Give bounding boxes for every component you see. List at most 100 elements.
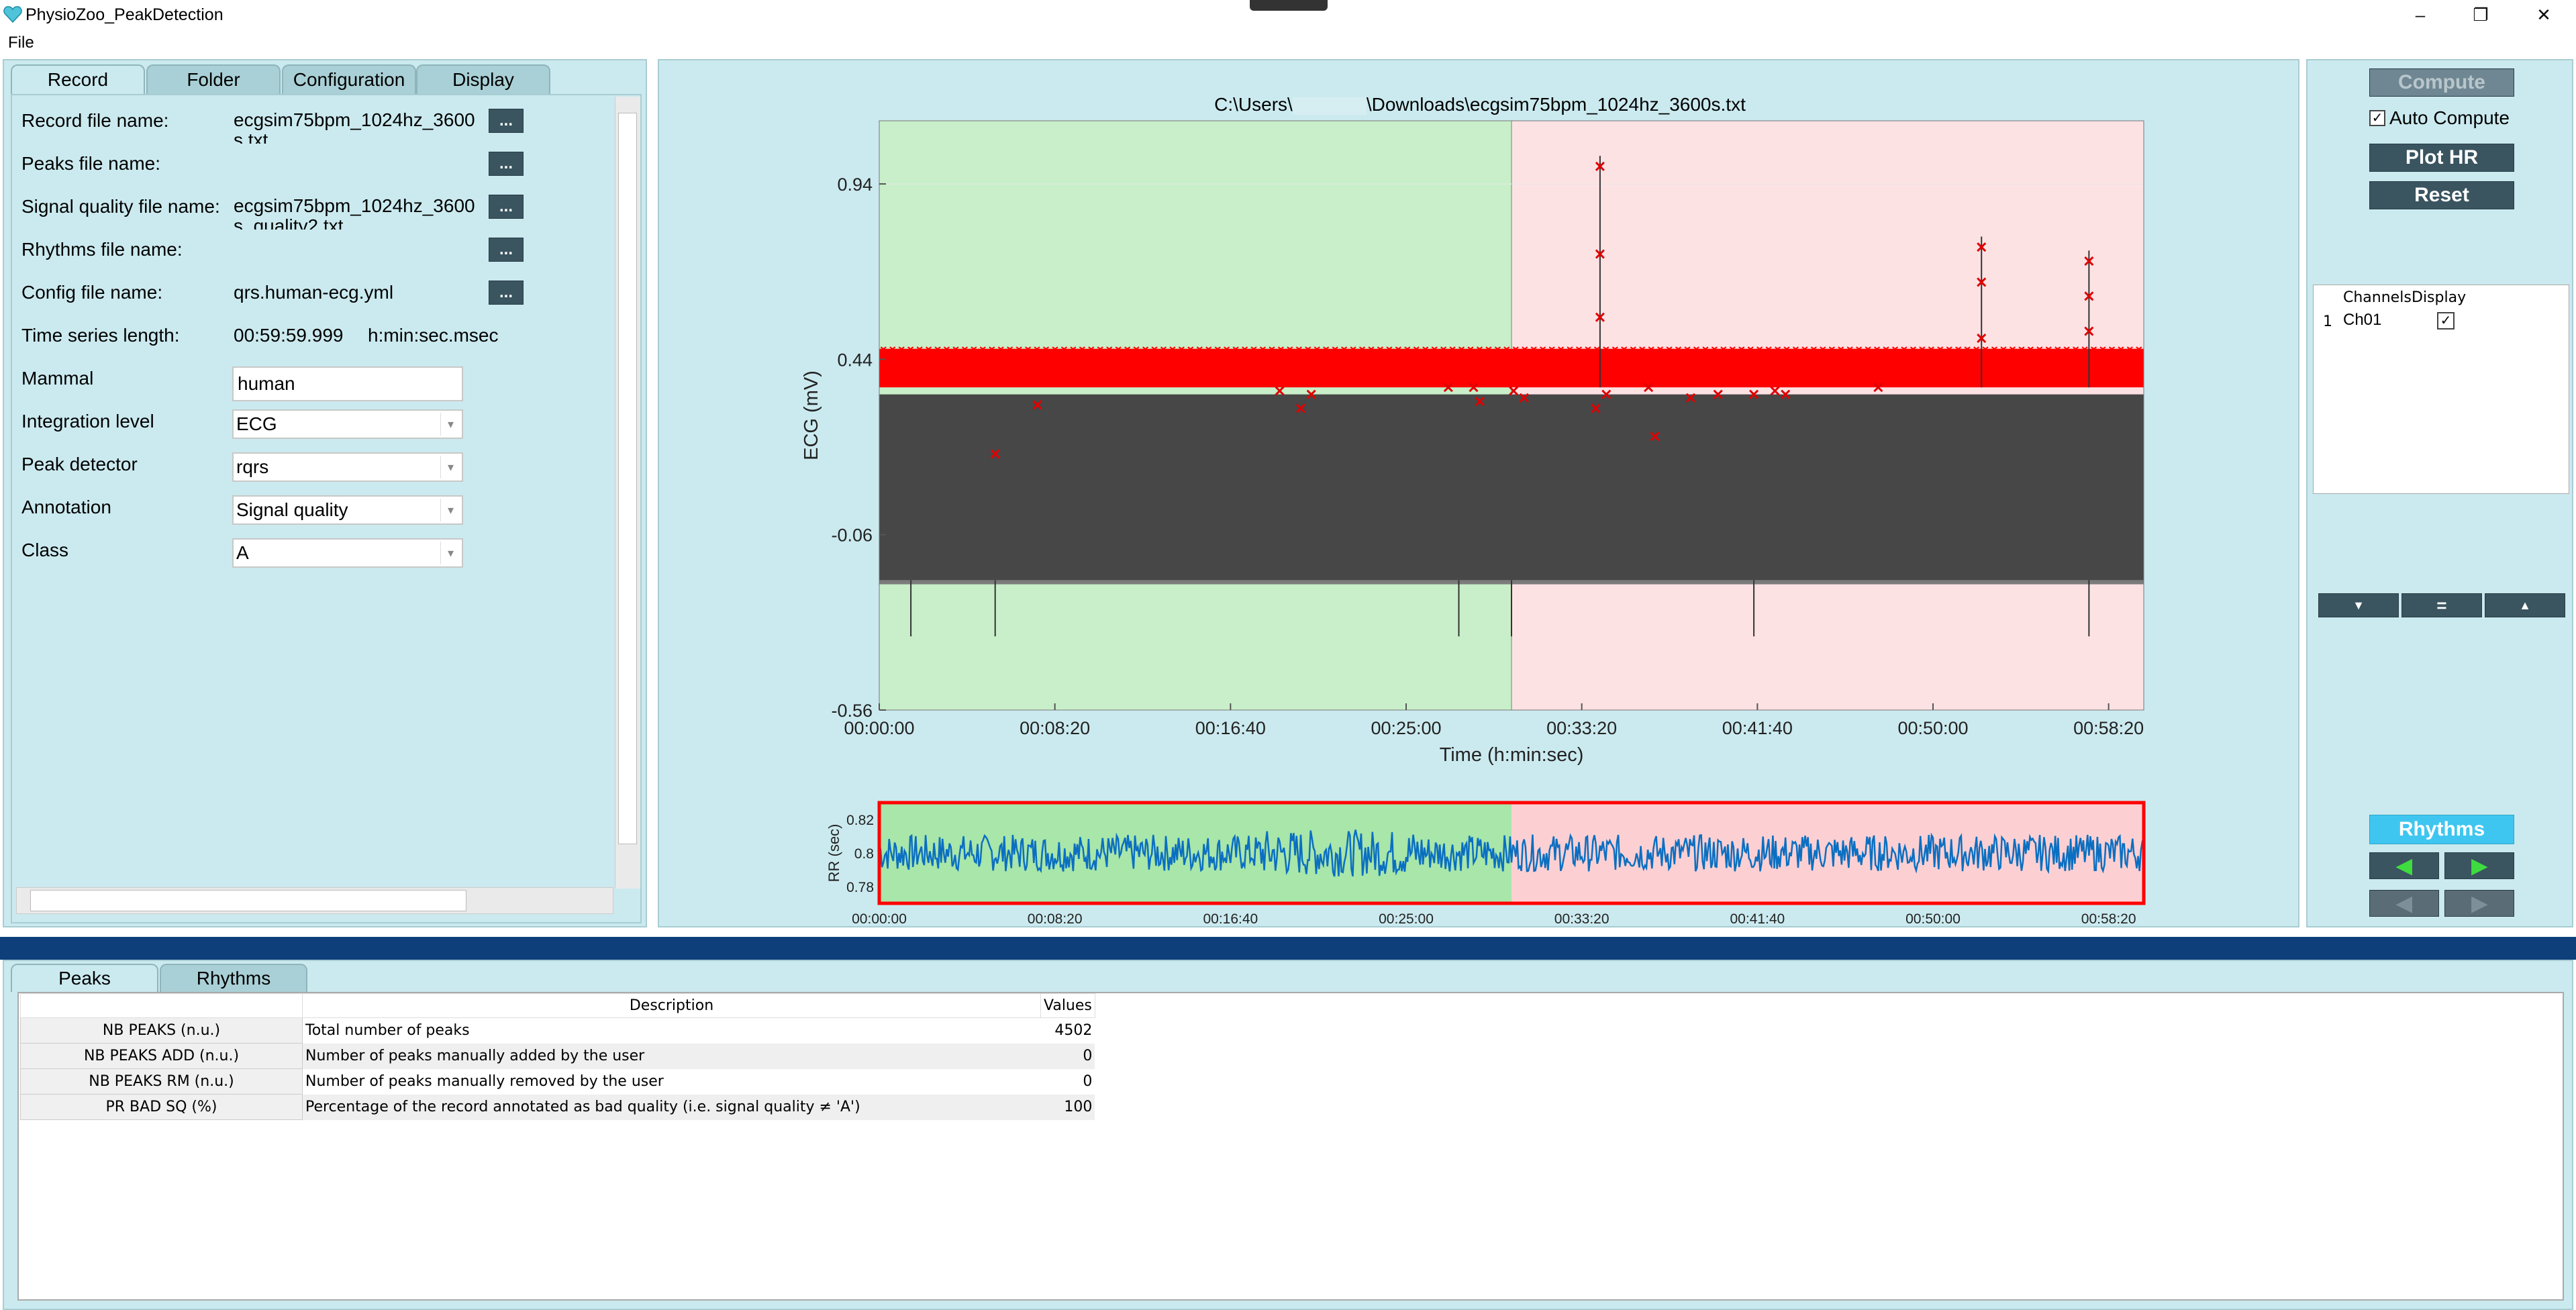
tab-configuration[interactable]: Configuration (282, 64, 416, 94)
menu-file[interactable]: File (8, 34, 34, 52)
table-row: NB PEAKS ADD (n.u.) Number of peaks manua… (20, 1043, 1095, 1069)
tab-record[interactable]: Record (11, 64, 145, 94)
sq-file-label: Signal quality file name: (21, 196, 220, 217)
arrow-right-icon: ▶ (2471, 892, 2487, 915)
config-file-browse-button[interactable]: ... (489, 281, 524, 305)
peak-marker-jitter (1133, 346, 1140, 352)
peaks-row-name: NB PEAKS RM (n.u.) (20, 1068, 303, 1095)
mammal-field[interactable]: human (232, 366, 463, 401)
window-drag-handle[interactable] (1250, 0, 1328, 11)
close-button[interactable]: ✕ (2536, 4, 2551, 25)
peaks-row-description: Percentage of the record annotated as ba… (302, 1094, 1041, 1120)
peak-marker-jitter (1593, 346, 1600, 352)
tab-display[interactable]: Display (416, 64, 550, 94)
outlier-peak-marker (1770, 386, 1780, 396)
vertical-scrollbar[interactable] (615, 97, 640, 889)
horizontal-scrollbar[interactable] (16, 887, 613, 914)
table-row: PR BAD SQ (%) Percentage of the record an… (20, 1094, 1095, 1120)
outlier-peak-marker (1749, 389, 1759, 399)
peak-marker-jitter (1693, 346, 1700, 352)
minimize-button[interactable]: – (2415, 4, 2426, 25)
peak-marker-jitter (889, 346, 896, 352)
peak-marker-jitter (1557, 346, 1565, 352)
scroll-thumb-horizontal[interactable] (30, 890, 466, 911)
compute-button[interactable]: Compute (2369, 68, 2514, 97)
rr-x-tick-label: 00:00:00 (852, 911, 907, 927)
peak-marker-jitter (1955, 346, 1962, 352)
channel-name[interactable]: Ch01 (2343, 311, 2382, 329)
scale-down-button[interactable]: ▼ (2318, 593, 2399, 617)
detector-select[interactable]: rqrs ▾ (232, 452, 463, 482)
record-file-browse-button[interactable]: ... (489, 109, 524, 133)
tab-rhythms[interactable]: Rhythms (160, 964, 307, 992)
plot-hr-button[interactable]: Plot HR (2369, 144, 2514, 172)
tab-peaks[interactable]: Peaks (11, 964, 158, 992)
peak-marker-jitter (1530, 346, 1537, 352)
x-tick-label: 00:50:00 (1897, 718, 1968, 738)
x-tick-label: 00:16:40 (1195, 718, 1266, 738)
peak-marker-jitter (2009, 346, 2016, 352)
panel-splitter[interactable] (0, 937, 2576, 960)
rhythms-file-label: Rhythms file name: (21, 239, 183, 260)
peak-marker-jitter (1160, 346, 1167, 352)
peaks-table: Description Values NB PEAKS (n.u.) Total nu… (20, 993, 1095, 1120)
peak-marker-jitter (1919, 346, 1926, 352)
peak-marker-jitter (1603, 346, 1609, 352)
rhythm-prev-button[interactable]: ◀ (2369, 852, 2439, 879)
rhythm-next-disabled-button[interactable]: ▶ (2444, 890, 2514, 917)
peak-marker-jitter (1856, 346, 1863, 352)
peak-marker-jitter (1440, 346, 1447, 352)
spike-peak-marker (1977, 242, 1987, 252)
peaks-table-header: Description Values (20, 993, 1095, 1018)
tab-folder[interactable]: Folder (146, 64, 281, 94)
peak-marker-jitter (1124, 346, 1131, 352)
outlier-peak-marker (1591, 403, 1601, 413)
class-label: Class (21, 540, 69, 560)
peak-marker-jitter (1079, 346, 1085, 352)
peak-marker-jitter (1187, 346, 1194, 352)
integration-select[interactable]: ECG ▾ (232, 409, 463, 439)
peaks-row-value: 0 (1040, 1068, 1095, 1095)
arrow-right-icon: ▶ (2471, 854, 2487, 877)
peak-marker-jitter (1422, 346, 1429, 352)
peaks-row-description: Number of peaks manually removed by the … (302, 1068, 1041, 1095)
peak-marker-jitter (1675, 346, 1682, 352)
rhythm-next-button[interactable]: ▶ (2444, 852, 2514, 879)
peak-marker-jitter (1846, 346, 1853, 352)
auto-compute-checkbox[interactable]: ✓ (2369, 110, 2385, 126)
spike-peak-marker (1977, 333, 1987, 344)
peak-marker-jitter (1540, 346, 1546, 352)
peak-marker-jitter (997, 346, 1004, 352)
peak-marker-jitter (1828, 346, 1835, 352)
table-row: NB PEAKS RM (n.u.) Number of peaks manual… (20, 1068, 1095, 1095)
outlier-peak-marker (1650, 432, 1660, 442)
reset-button[interactable]: Reset (2369, 181, 2514, 209)
rhythm-prev-disabled-button[interactable]: ◀ (2369, 890, 2439, 917)
peak-marker-jitter (1259, 346, 1267, 352)
x-tick-label: 00:08:20 (1020, 718, 1090, 738)
ts-length-unit: h:min:sec.msec (368, 325, 499, 346)
y-axis-label: ECG (mV) (801, 370, 822, 460)
class-select[interactable]: A ▾ (232, 538, 463, 568)
scale-equal-button[interactable]: = (2401, 593, 2482, 617)
bottom-panel: Peaks Rhythms Description Values NB PEAKS … (3, 960, 2573, 1310)
peak-marker-jitter (1404, 346, 1411, 352)
plot-frame (879, 120, 2144, 711)
peak-marker-jitter (1295, 346, 1302, 352)
row-index: 1 (2323, 313, 2332, 330)
sq-file-browse-button[interactable]: ... (489, 195, 524, 219)
annotation-select[interactable]: Signal quality ▾ (232, 495, 463, 525)
peak-marker-jitter (1106, 346, 1113, 352)
peaks-file-browse-button[interactable]: ... (489, 152, 524, 176)
rhythms-file-browse-button[interactable]: ... (489, 238, 524, 262)
scroll-thumb[interactable] (618, 113, 637, 844)
peaks-row-name: NB PEAKS (n.u.) (20, 1017, 303, 1044)
restore-button[interactable]: ❐ (2473, 4, 2489, 25)
peak-marker-jitter (1774, 346, 1781, 352)
channel-display-checkbox[interactable]: ✓ (2437, 312, 2455, 330)
scale-up-button[interactable]: ▲ (2485, 593, 2565, 617)
rhythms-button[interactable]: Rhythms (2369, 815, 2514, 844)
peak-marker-jitter (1196, 346, 1203, 352)
peak-marker-jitter (1088, 346, 1095, 352)
